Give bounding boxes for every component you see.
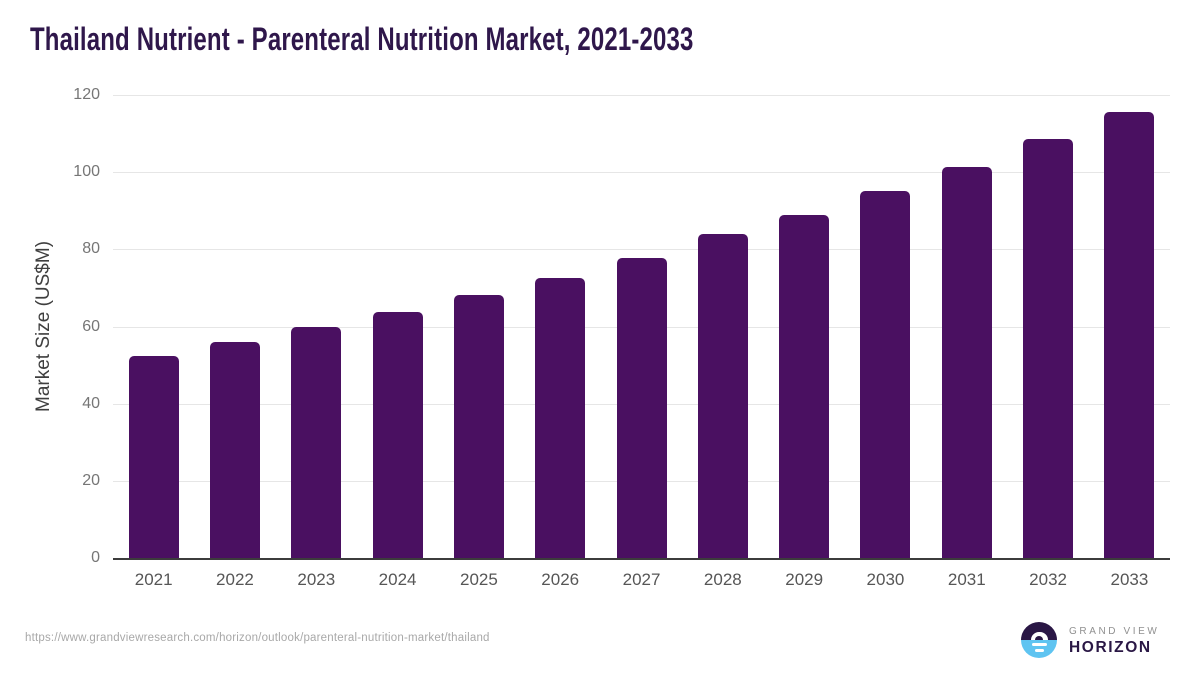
bar-slot-2021 [113, 95, 194, 558]
bar-slot-2023 [276, 95, 357, 558]
x-tick-label-2033: 2033 [1110, 570, 1149, 589]
bar-2023[interactable] [291, 327, 342, 558]
bar-slot-2025 [438, 95, 519, 558]
sun-reflection-bar-small [1034, 648, 1044, 652]
x-tick-label-2032: 2032 [1029, 570, 1067, 589]
bar-slot-2026 [520, 95, 601, 558]
bar-slot-2032 [1007, 95, 1088, 558]
bar-series [113, 95, 1170, 558]
bar-slot-2033 [1089, 95, 1170, 558]
y-tick-label-80: 80 [82, 240, 100, 258]
x-tick-label-2024: 2024 [378, 570, 417, 589]
x-axis-labels: 2021 2022 2023 2024 2025 2026 2027 2028 2029 2030… [113, 570, 1170, 590]
y-tick-label-0: 0 [91, 549, 100, 566]
grand-view-horizon-logo[interactable]: GRAND VIEW HORIZON [1021, 622, 1166, 662]
x-tick-label-2023: 2023 [297, 570, 336, 589]
bar-slot-2029 [764, 95, 845, 558]
bar-slot-2024 [357, 95, 438, 558]
y-axis-ticks: 0 20 40 60 80 100 120 [0, 86, 100, 566]
sun-core-shape [1035, 636, 1043, 640]
y-tick-label-20: 20 [82, 471, 100, 489]
bar-slot-2027 [601, 95, 682, 558]
source-url: https://www.grandviewresearch.com/horizo… [25, 632, 490, 644]
plot-area [113, 95, 1170, 560]
gridline-120 [113, 95, 1170, 96]
y-tick-label-60: 60 [82, 317, 100, 335]
bar-slot-2028 [682, 95, 763, 558]
bar-slot-2030 [845, 95, 926, 558]
bar-2032[interactable] [1023, 139, 1074, 558]
horizon-sun-icon [1021, 622, 1057, 658]
bar-2024[interactable] [372, 311, 423, 558]
x-tick-label-2025: 2025 [459, 570, 498, 589]
logo-text: GRAND VIEW HORIZON [1069, 626, 1159, 657]
bar-2033[interactable] [1104, 111, 1155, 558]
bar-2031[interactable] [941, 166, 992, 558]
bar-2022[interactable] [209, 341, 260, 558]
bar-2028[interactable] [697, 234, 748, 558]
bar-2029[interactable] [779, 215, 830, 558]
bar-2027[interactable] [616, 258, 667, 558]
bar-2026[interactable] [535, 277, 586, 558]
bar-2025[interactable] [453, 294, 504, 558]
gridline-100 [113, 172, 1170, 174]
x-tick-label-2027: 2027 [622, 570, 661, 589]
x-tick-label-2026: 2026 [541, 570, 580, 589]
bar-slot-2022 [194, 95, 275, 558]
bar-slot-2031 [926, 95, 1007, 558]
x-tick-label-2022: 2022 [216, 570, 254, 589]
y-tick-label-120: 120 [73, 86, 100, 103]
chart-title: Thailand Nutrient - Parenteral Nutrition… [30, 21, 694, 57]
bar-2030[interactable] [860, 190, 911, 558]
x-tick-label-2030: 2030 [866, 570, 905, 589]
x-tick-label-2028: 2028 [703, 570, 742, 589]
gridline-80 [113, 249, 1170, 251]
x-tick-label-2031: 2031 [947, 570, 986, 589]
sun-arc-shape [1030, 631, 1048, 640]
y-tick-label-40: 40 [82, 394, 100, 412]
sun-reflection-bar [1031, 642, 1047, 646]
logo-horizon-label: HORIZON [1069, 639, 1152, 656]
logo-grand-view-label: GRAND VIEW [1069, 626, 1160, 637]
x-tick-label-2029: 2029 [785, 570, 824, 589]
y-tick-label-100: 100 [73, 163, 100, 181]
x-tick-label-2021: 2021 [134, 570, 173, 589]
bar-2021[interactable] [128, 355, 179, 558]
